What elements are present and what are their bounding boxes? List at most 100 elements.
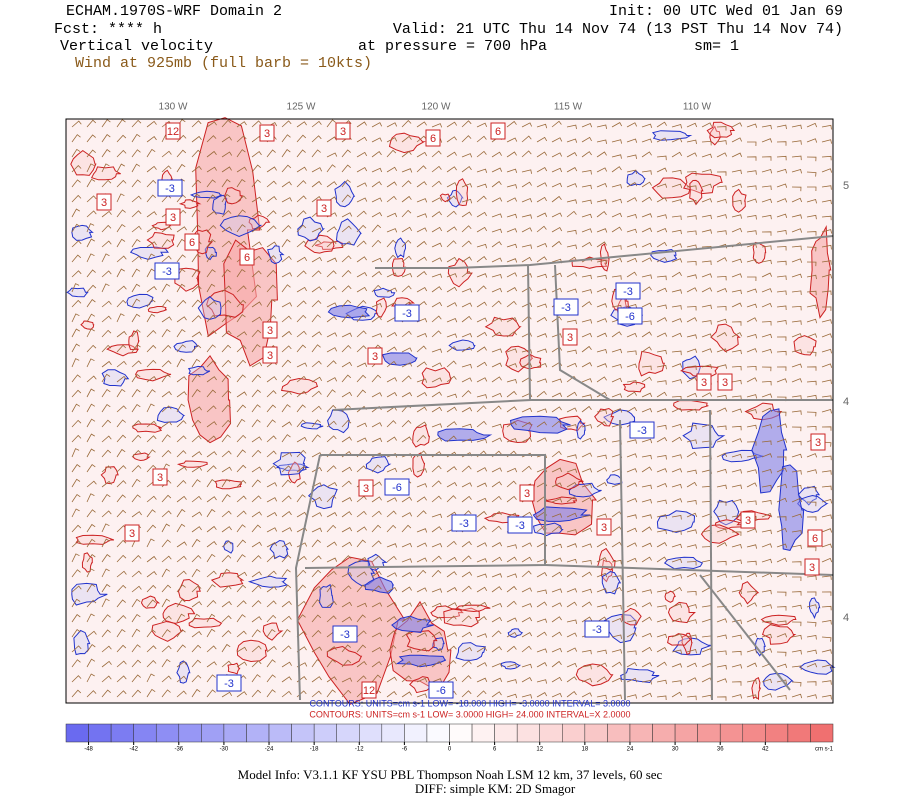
wind-barb <box>506 421 517 428</box>
wind-barb <box>626 527 638 533</box>
wind-barb <box>701 260 712 266</box>
wind-barb <box>311 149 321 158</box>
wind-barb <box>161 615 172 623</box>
wind-barb <box>86 644 96 653</box>
wind-barb <box>236 135 247 143</box>
wind-barb <box>236 314 246 323</box>
wind-barb <box>747 276 757 282</box>
wind-barb <box>656 137 668 143</box>
wind-barb <box>146 538 155 548</box>
wind-barb <box>236 449 246 458</box>
wind-barb <box>746 500 757 505</box>
wind-barb <box>491 241 502 248</box>
wind-barb <box>341 677 353 683</box>
wind-barb <box>446 302 458 308</box>
wind-barb <box>536 692 548 698</box>
wind-barb <box>101 689 111 698</box>
wind-barb <box>296 256 308 263</box>
contour-region <box>683 172 723 195</box>
wind-barb <box>566 481 578 488</box>
wind-barb <box>701 320 712 325</box>
contour-label-box <box>562 328 578 346</box>
wind-barb <box>326 584 336 593</box>
wind-barb <box>146 571 157 578</box>
wind-barb <box>311 360 322 368</box>
wind-barb <box>806 681 817 686</box>
contour-label: 6 <box>495 126 501 138</box>
wind-barb <box>176 435 187 443</box>
wind-barb <box>266 315 277 323</box>
wind-barb <box>731 273 743 278</box>
wind-barb <box>821 528 833 533</box>
wind-barb <box>686 572 698 578</box>
wind-barb <box>341 480 352 488</box>
latitude-label: 4 <box>843 612 849 624</box>
wind-barb <box>446 632 458 638</box>
wind-barb <box>191 644 202 653</box>
wind-barb <box>506 573 518 578</box>
wind-barb <box>821 470 832 475</box>
wind-barb <box>266 645 277 653</box>
wind-barb <box>656 183 668 188</box>
wind-barb <box>221 630 232 638</box>
contour-region <box>606 474 623 485</box>
wind-barb <box>191 224 201 233</box>
wind-barb <box>761 348 773 354</box>
wind-barb <box>401 330 412 338</box>
wind-barb <box>536 136 548 143</box>
wind-barb <box>716 484 727 490</box>
wind-barb <box>776 557 788 563</box>
longitude-label: 125 W <box>287 102 316 113</box>
longitude-label: 115 W <box>554 102 583 113</box>
wind-barb <box>506 585 517 593</box>
wind-barb <box>716 678 728 683</box>
wind-barb <box>521 603 533 608</box>
wind-barb <box>776 516 787 521</box>
wind-barb <box>266 689 276 698</box>
wind-barb <box>221 568 231 578</box>
wind-barb <box>641 632 653 638</box>
wind-barb <box>236 285 247 293</box>
contour-label-box <box>316 199 332 217</box>
wind-barb <box>221 434 231 443</box>
wind-barb <box>806 486 817 492</box>
wind-barb <box>506 556 517 563</box>
wind-barb <box>641 646 653 653</box>
wind-barb <box>566 124 577 130</box>
wind-barb <box>566 272 578 278</box>
wind-barb <box>581 213 593 219</box>
wind-barb <box>476 135 487 143</box>
wind-barb <box>116 448 126 458</box>
wind-barb <box>506 348 518 353</box>
wind-barb <box>146 194 157 203</box>
contour-region <box>173 340 199 353</box>
wind-barb <box>656 256 668 263</box>
wind-barb <box>731 321 742 326</box>
wind-barb <box>101 240 112 248</box>
wind-barb <box>101 614 111 623</box>
wind-barb <box>596 376 607 383</box>
wind-barb <box>461 631 473 638</box>
wind-barb <box>521 181 532 188</box>
wind-barb <box>146 359 157 368</box>
wind-barb <box>221 601 232 608</box>
wind-barb <box>296 419 307 428</box>
wind-barb <box>146 629 156 638</box>
wind-barb <box>86 568 95 578</box>
wind-barb <box>506 600 517 608</box>
wind-barb <box>476 211 487 218</box>
wind-barb <box>206 150 217 158</box>
wind-barb <box>86 418 96 428</box>
contour-region <box>227 662 241 675</box>
wind-barb <box>596 228 608 233</box>
wind-barb <box>251 600 262 608</box>
wind-barb <box>476 690 487 698</box>
wind-barb <box>791 591 802 596</box>
wind-barb <box>686 544 697 549</box>
contour-region <box>147 306 167 314</box>
wind-barb <box>806 246 817 252</box>
wind-barb <box>161 283 171 293</box>
wind-barb <box>791 290 802 295</box>
wind-barb <box>596 241 607 248</box>
wind-barb <box>116 509 127 518</box>
